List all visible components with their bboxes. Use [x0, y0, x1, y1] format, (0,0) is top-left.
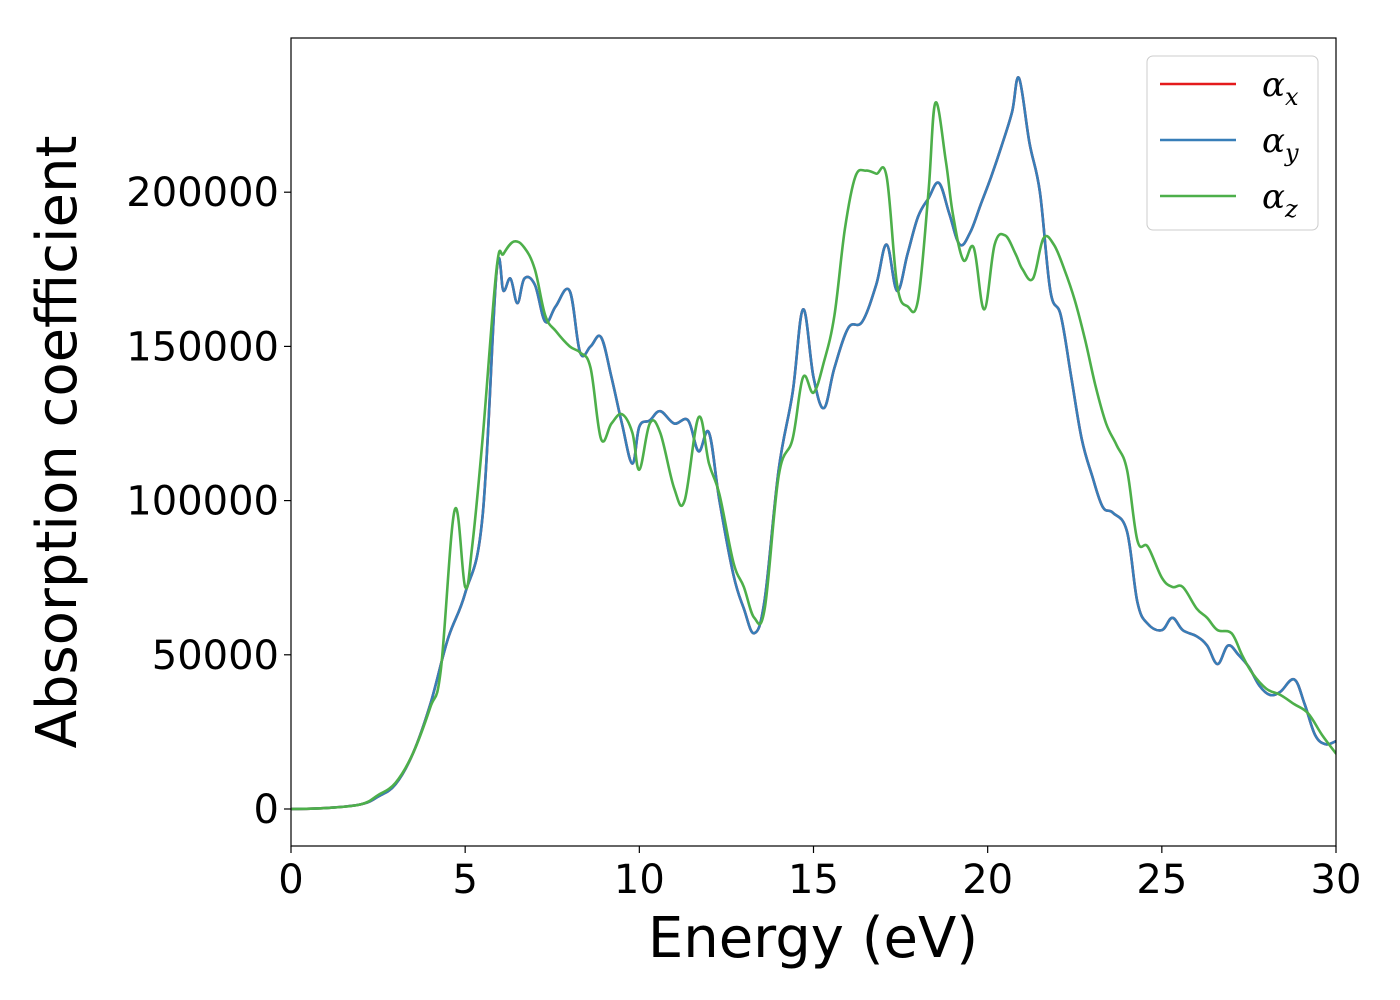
y-tick-label: 50000	[152, 633, 279, 679]
x-tick-label: 15	[788, 857, 839, 903]
y-tick-label: 100000	[126, 479, 279, 525]
x-tick-label: 20	[962, 857, 1013, 903]
x-tick-label: 10	[614, 857, 665, 903]
legend-label-y: αy	[1262, 121, 1299, 167]
legend-label-z: αz	[1262, 177, 1298, 223]
x-axis: 0 5 10 15 20 25 30	[278, 846, 1361, 903]
x-axis-label: Energy (eV)	[648, 906, 978, 971]
y-tick-label: 0	[254, 787, 279, 833]
series-line-y	[291, 76, 1336, 811]
legend-box	[1146, 55, 1319, 231]
x-tick-label: 0	[278, 857, 303, 903]
series-line-z	[291, 101, 1336, 811]
y-axis: 0 50000 100000 150000 200000	[126, 170, 291, 833]
y-axis-label: Absorption coefficient	[25, 136, 90, 749]
legend: αx αy αz	[1146, 55, 1319, 231]
y-tick-label: 200000	[126, 170, 279, 216]
x-tick-label: 5	[452, 857, 477, 903]
x-tick-label: 30	[1311, 857, 1362, 903]
series-layer	[291, 76, 1336, 811]
x-tick-label: 25	[1136, 857, 1187, 903]
legend-label-x: αx	[1262, 65, 1299, 111]
y-tick-label: 150000	[126, 324, 279, 370]
